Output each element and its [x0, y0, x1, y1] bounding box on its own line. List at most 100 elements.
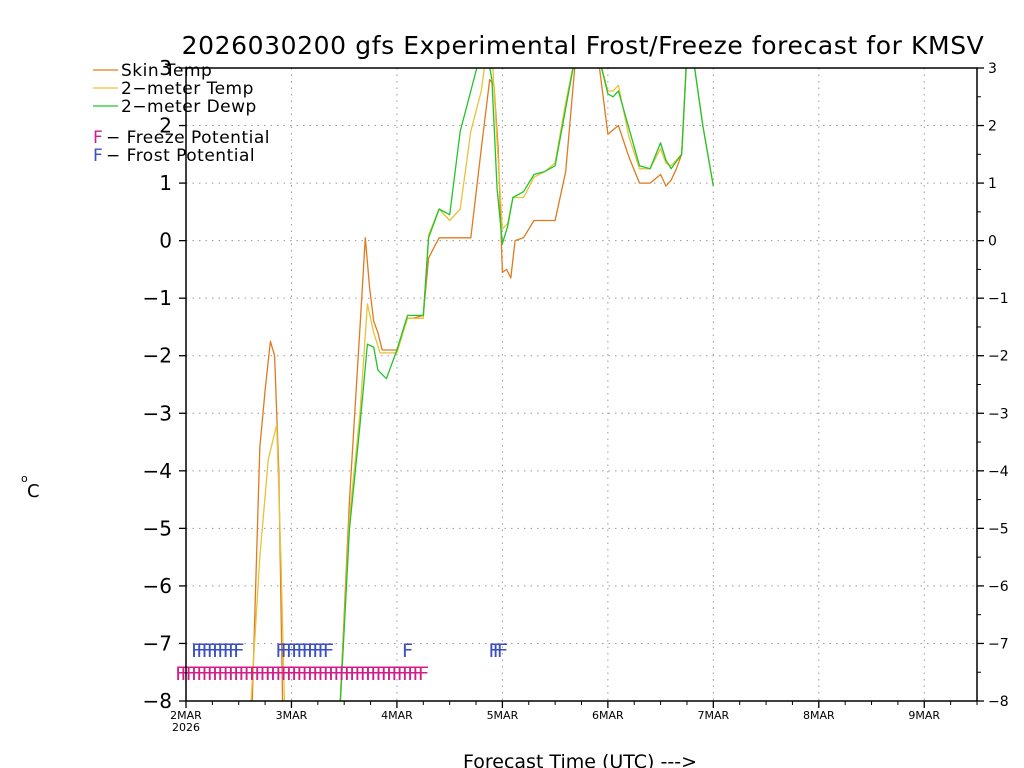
freeze-marker: F	[302, 663, 313, 685]
freeze-marker: F	[222, 663, 233, 685]
freeze-marker: F	[275, 663, 286, 685]
freeze-marker: F	[391, 663, 402, 685]
chart-title: 2026030200 gfs Experimental Frost/Freeze…	[182, 31, 985, 60]
frost-marker: F	[280, 640, 291, 662]
freeze-marker: F	[328, 663, 339, 685]
freeze-marker: F	[201, 663, 212, 685]
freeze-marker: F	[317, 663, 328, 685]
freeze-marker: F	[412, 663, 423, 685]
freeze-marker: F	[323, 663, 334, 685]
frost-marker: F	[402, 640, 413, 662]
frost-marker: F	[191, 640, 202, 662]
x-tick-label: 9MAR	[908, 709, 940, 722]
grid	[186, 68, 977, 701]
frost-marker: F	[497, 640, 508, 662]
freeze-marker: F	[418, 663, 429, 685]
y-axis-label: o C	[21, 472, 40, 502]
series-line-2-meter-dewp	[339, 68, 714, 701]
frost-marker: F	[207, 640, 218, 662]
series-layer	[250, 68, 714, 701]
frost-marker: F	[233, 640, 244, 662]
frost-marker: F	[488, 640, 499, 662]
freeze-marker: F	[307, 663, 318, 685]
freeze-marker: F	[217, 663, 228, 685]
x-year-label: 2026	[172, 721, 200, 734]
y-tick-label-right: 3	[988, 61, 997, 77]
y-tick-label-left: −5	[143, 516, 172, 540]
freeze-marker: F	[354, 663, 365, 685]
freeze-marker: F	[186, 663, 197, 685]
freeze-marker: F	[312, 663, 323, 685]
frost-marker: F	[323, 640, 334, 662]
frost-marker: F	[291, 640, 302, 662]
freeze-marker: F	[291, 663, 302, 685]
y-tick-label-right: −3	[988, 406, 1009, 422]
freeze-marker: F	[360, 663, 371, 685]
frost-marker: F	[196, 640, 207, 662]
freeze-marker: F	[238, 663, 249, 685]
legend-potential-label: − Frost Potential	[106, 146, 255, 166]
y-tick-label-left: 3	[159, 56, 172, 80]
y-axis-label-unit: C	[27, 481, 40, 502]
y-tick-label-left: −4	[143, 459, 172, 483]
frost-marker: F	[286, 640, 297, 662]
y-tick-label-right: −5	[988, 521, 1009, 537]
y-tick-label-right: 0	[988, 234, 997, 250]
x-tick-label: 5MAR	[487, 709, 519, 722]
y-tick-label-left: 0	[159, 229, 172, 253]
legend-potential-symbol: F	[93, 146, 103, 166]
freeze-marker: F	[191, 663, 202, 685]
freeze-marker: F	[344, 663, 355, 685]
legend-potential-label: − Freeze Potential	[106, 128, 270, 148]
x-tick-label: 7MAR	[697, 709, 729, 722]
y-tick-label-left: −3	[143, 401, 172, 425]
y-tick-label-left: 1	[159, 171, 172, 195]
axis-ticks: −8 −8 −7 −7 −6 −6 −5 −5 −4 −4 −3 −3 −2 −2 −1 −1 0 0 1 1 2 2 3 3…	[143, 56, 1009, 734]
series-line-2-meter-temp	[250, 68, 714, 701]
freeze-marker: F	[333, 663, 344, 685]
frost-marker: F	[212, 640, 223, 662]
y-tick-label-left: 2	[159, 114, 172, 138]
freeze-marker: F	[402, 663, 413, 685]
freeze-marker: F	[370, 663, 381, 685]
frost-marker: F	[201, 640, 212, 662]
freeze-marker: F	[207, 663, 218, 685]
series-line-skin-temp	[251, 68, 687, 701]
freeze-marker: F	[228, 663, 239, 685]
freeze-marker: F	[280, 663, 291, 685]
frost-marker: F	[312, 640, 323, 662]
x-tick-label: 6MAR	[592, 709, 624, 722]
y-tick-label-left: −6	[143, 574, 172, 598]
y-axis-label-degree: o	[21, 472, 28, 485]
frost-marker: F	[217, 640, 228, 662]
x-tick-label: 4MAR	[381, 709, 413, 722]
freeze-marker: F	[349, 663, 360, 685]
freeze-marker: F	[249, 663, 260, 685]
freeze-marker: F	[396, 663, 407, 685]
freeze-marker: F	[375, 663, 386, 685]
y-tick-label-right: −8	[988, 694, 1009, 710]
freeze-marker: F	[286, 663, 297, 685]
frost-marker: F	[317, 640, 328, 662]
frost-marker: F	[222, 640, 233, 662]
frost-marker: F	[275, 640, 286, 662]
x-axis-label: Forecast Time (UTC) --->	[463, 751, 697, 768]
legend-label: 2−meter Temp	[121, 79, 254, 99]
x-tick-label: 3MAR	[276, 709, 308, 722]
freeze-marker: F	[259, 663, 270, 685]
y-tick-label-right: −4	[988, 464, 1009, 480]
freeze-marker: F	[296, 663, 307, 685]
legend-potential-symbol: F	[93, 128, 103, 148]
freeze-marker: F	[407, 663, 418, 685]
potential-markers: FFFFFFFFFFFFFFFFFFFFFFFFFFFFFFFFFFFFFFFF…	[175, 640, 508, 685]
y-tick-label-left: −2	[143, 344, 172, 368]
freeze-marker: F	[196, 663, 207, 685]
frost-marker: F	[228, 640, 239, 662]
x-tick-label: 8MAR	[803, 709, 835, 722]
y-tick-label-right: 2	[988, 119, 997, 135]
freeze-marker: F	[265, 663, 276, 685]
freeze-marker: F	[233, 663, 244, 685]
freeze-marker: F	[270, 663, 281, 685]
